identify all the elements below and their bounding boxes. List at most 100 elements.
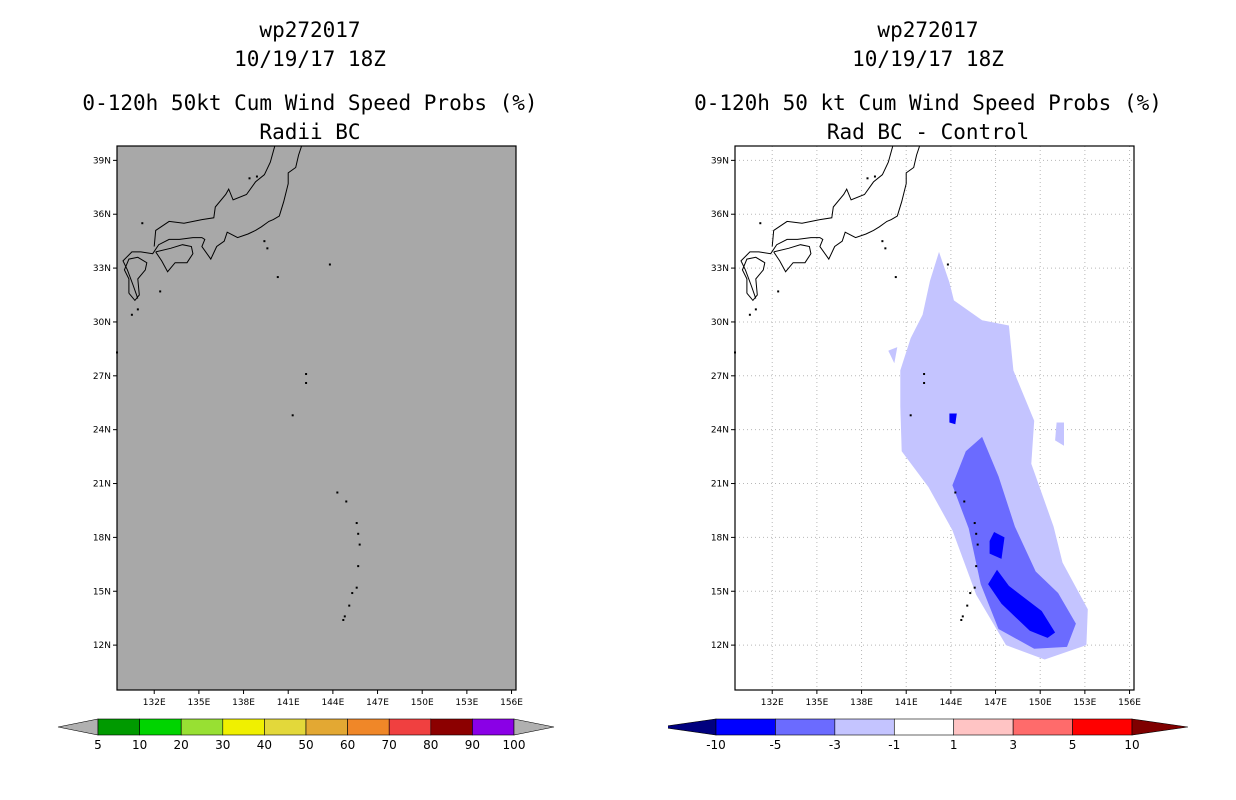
plot-frame: [734, 145, 1135, 691]
contour-fill: [988, 569, 1056, 638]
island: [355, 522, 358, 525]
colorbar-swatch: [834, 718, 895, 736]
island: [759, 222, 762, 225]
plot-background: [117, 146, 516, 690]
colorbar-label: -1: [888, 738, 900, 752]
island: [923, 373, 926, 376]
x-tick-label: 132E: [143, 698, 166, 708]
island: [748, 313, 751, 316]
island: [976, 543, 979, 546]
island: [966, 604, 969, 607]
y-tick-label: 15N: [711, 587, 729, 597]
island: [881, 240, 884, 243]
y-tick-label: 27N: [711, 372, 729, 382]
right-difference-map: 132E 135E 138E 141E 144E 147E 150E 153E 156E 12N 1…: [711, 145, 1141, 708]
island: [248, 177, 251, 180]
y-tick-label: 30N: [711, 318, 729, 328]
left-chart-subtitle: Radii BC: [259, 120, 361, 144]
island: [351, 592, 354, 595]
x-tick-label: 138E: [850, 698, 873, 708]
y-tick-label: 30N: [93, 318, 111, 328]
colorbar-swatch: [388, 718, 432, 736]
contour-fill: [888, 347, 898, 364]
island: [973, 586, 976, 589]
colorbar-label: 80: [423, 738, 438, 752]
y-tick-label: 33N: [711, 264, 729, 274]
y-tick-label: 39N: [711, 156, 729, 166]
y-tick-label: 12N: [93, 641, 111, 651]
colorbar-swatch: [430, 718, 473, 736]
x-tick-label: 153E: [455, 698, 478, 708]
island: [777, 290, 780, 293]
colorbar-label: 3: [1009, 738, 1017, 752]
colorbar-label: 60: [340, 738, 355, 752]
colorbar-label: -10: [706, 738, 726, 752]
x-tick-label: 144E: [321, 698, 344, 708]
y-tick-label: 27N: [93, 372, 111, 382]
x-tick-label: 150E: [1029, 698, 1052, 708]
colorbar-swatch: [1072, 718, 1133, 736]
colorbar-swatch: [139, 718, 182, 736]
colorbar-label: 40: [257, 738, 272, 752]
island: [255, 175, 258, 178]
colorbar-label: 20: [174, 738, 189, 752]
plot-frame: [116, 145, 517, 691]
y-tick-label: 39N: [93, 156, 111, 166]
island: [866, 177, 869, 180]
island: [894, 276, 897, 279]
island: [305, 373, 308, 376]
colorbar-label: 1: [950, 738, 958, 752]
island: [975, 565, 978, 568]
right-colorbar: -10 -5 -3 -1 1 3 5 10: [668, 718, 1188, 752]
colorbar-high-triangle: [1131, 718, 1188, 736]
colorbar-low-triangle: [57, 718, 99, 736]
island: [130, 313, 133, 316]
x-tick-label: 147E: [366, 698, 389, 708]
island: [336, 491, 339, 494]
colorbar-label: 70: [382, 738, 397, 752]
x-tick-label: 153E: [1073, 698, 1096, 708]
island: [357, 565, 360, 568]
coastline: [123, 256, 148, 302]
x-tick-label: 156E: [1118, 698, 1141, 708]
x-tick-label: 144E: [939, 698, 962, 708]
y-tick-label: 24N: [93, 426, 111, 436]
colorbar-swatch: [305, 718, 348, 736]
y-tick-label: 18N: [93, 533, 111, 543]
colorbar-swatch: [953, 718, 1014, 736]
island: [960, 618, 963, 621]
island: [159, 290, 162, 293]
coastline: [773, 244, 812, 273]
island: [963, 500, 966, 503]
colorbar-swatch: [472, 718, 515, 736]
island: [961, 615, 964, 618]
x-tick-label: 141E: [277, 698, 300, 708]
colorbar-swatch: [893, 718, 955, 736]
island: [141, 222, 144, 225]
contour-fill: [989, 532, 1005, 559]
y-tick-label: 21N: [93, 480, 111, 490]
coastline: [771, 145, 894, 247]
colorbar-swatch: [97, 718, 140, 736]
x-tick-label: 156E: [500, 698, 523, 708]
colorbar-label: -5: [769, 738, 781, 752]
island: [355, 586, 358, 589]
colorbar-label: 10: [1124, 738, 1139, 752]
x-tick-label: 141E: [895, 698, 918, 708]
x-tick-label: 135E: [805, 698, 828, 708]
right-chart-subtitle: Rad BC - Control: [826, 120, 1030, 144]
island: [136, 308, 139, 311]
colorbar-label: 30: [215, 738, 230, 752]
island: [975, 532, 978, 535]
coastline: [153, 145, 276, 247]
island: [345, 500, 348, 503]
y-tick-label: 21N: [711, 480, 729, 490]
y-tick-label: 15N: [93, 587, 111, 597]
contour-fill: [949, 413, 957, 425]
island: [276, 276, 279, 279]
coastline: [122, 145, 303, 299]
island: [909, 414, 912, 417]
x-tick-label: 150E: [411, 698, 434, 708]
colorbar-label: 100: [503, 738, 526, 752]
colorbar-swatch: [264, 718, 307, 736]
